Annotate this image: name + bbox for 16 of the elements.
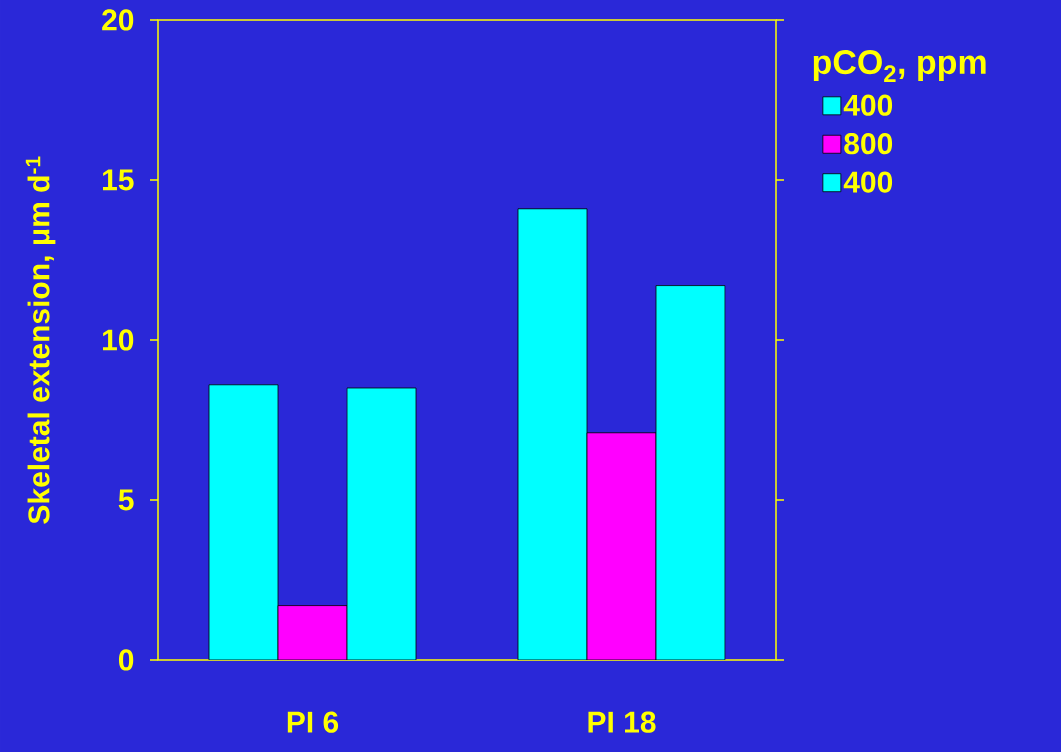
y-tick-label: 20	[102, 9, 134, 31]
x-tick-label: PI 6	[287, 711, 339, 733]
y-tick-label: 5	[118, 489, 134, 511]
legend-label: 800	[844, 133, 893, 155]
bar	[208, 384, 279, 660]
y-tick-label: 0	[118, 649, 134, 671]
bar	[277, 605, 348, 660]
legend-title: pCO$_{2}$, ppm	[813, 50, 986, 82]
y-tick-label: 10	[102, 329, 134, 351]
bar	[517, 208, 588, 660]
y-tick-label: 15	[102, 169, 134, 191]
x-tick-label: PI 18	[588, 711, 656, 733]
bar	[586, 432, 657, 660]
legend-label: 400	[843, 94, 893, 116]
y-axis-title: Skeletal extension, μm d$^{-1}$	[25, 156, 56, 524]
legend-label: 400	[843, 171, 893, 193]
